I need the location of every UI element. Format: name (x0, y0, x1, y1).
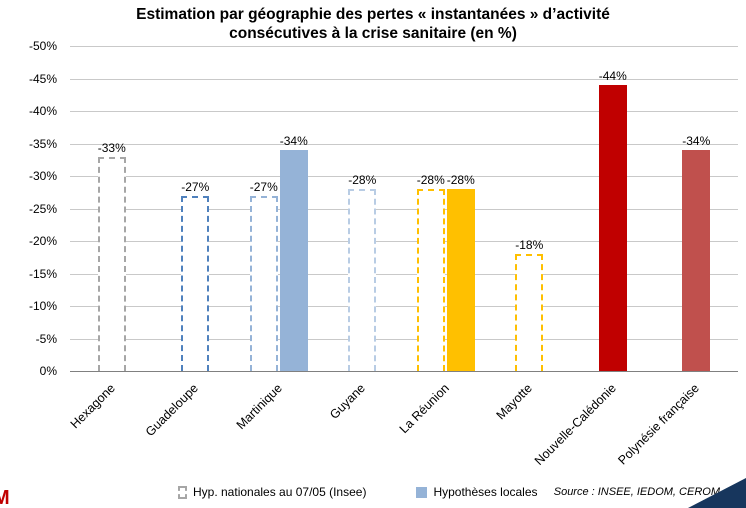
y-tick-label: -50% (28, 39, 57, 53)
y-tick-label: -35% (28, 136, 57, 151)
bar-group: -28% -28% (404, 46, 488, 371)
bar-group: -27% (154, 46, 238, 371)
bar-value-label: -18% (515, 238, 544, 252)
x-axis-label: Mayotte (493, 381, 536, 423)
bar-with-label: -28% (348, 46, 376, 371)
bar-dashed (181, 195, 210, 371)
x-axis-label: Polynésie française (615, 381, 703, 468)
legend: Hyp. nationales au 07/05 (Insee) Hypothès… (178, 485, 538, 499)
bar-value-label: -33% (97, 140, 126, 155)
gridline (70, 46, 738, 47)
bar-group: -28% (321, 46, 405, 371)
bar-solid (598, 85, 627, 371)
bar-with-label: -18% (515, 46, 543, 371)
bar-with-label: -27% (181, 46, 209, 371)
bars-layer: -33% -27% -27% -34% -28% -28% -28% -18% -44% -34% (70, 46, 738, 371)
plot-area: -33% -27% -27% -34% -28% -28% -28% -18% -44% -34%… (67, 46, 738, 468)
legend-label: Hyp. nationales au 07/05 (Insee) (193, 485, 367, 499)
bar-solid (279, 150, 308, 371)
x-axis-label: Martinique (233, 381, 285, 433)
y-tick-label: -30% (28, 169, 57, 183)
legend-label: Hypothèses locales (433, 485, 538, 499)
bar-groups: -33% -27% -27% -34% -28% -28% -28% -18% -44% -34% (70, 46, 738, 371)
gridline (70, 78, 738, 80)
gridline (70, 208, 738, 210)
legend-item: Hypothèses locales (416, 485, 538, 499)
y-tick-label: -20% (28, 234, 57, 248)
x-axis-label: Nouvelle-Calédonie (531, 381, 619, 469)
y-tick-label: -25% (28, 201, 57, 216)
bar-value-label: -28% (416, 173, 445, 187)
bar-group: -44% (571, 46, 655, 371)
bar-with-label: -28% (446, 46, 475, 371)
gridline (70, 273, 738, 275)
bar-solid (446, 189, 475, 371)
y-tick-label: -15% (28, 266, 57, 281)
x-axis-label: Guyane (327, 381, 369, 422)
bar-dashed (348, 189, 377, 371)
gridline (70, 111, 738, 112)
y-tick-label: -45% (28, 71, 57, 86)
bar-with-label: -44% (598, 46, 627, 371)
gridline (70, 306, 738, 307)
y-tick-label: -5% (35, 331, 57, 346)
bar-with-label: -34% (682, 46, 710, 371)
bar-value-label: -27% (181, 179, 210, 194)
bar-dashed (249, 195, 278, 371)
gridline (70, 338, 738, 340)
bar-with-label: -34% (279, 46, 308, 371)
bar-with-label: -33% (97, 46, 126, 371)
gridline (70, 241, 738, 242)
bar-value-label: -28% (348, 173, 377, 187)
corner-triangle (688, 478, 746, 508)
bar-value-label: -34% (279, 134, 308, 148)
x-axis-label: Guadeloupe (143, 381, 202, 440)
bar-group: -27% -34% (237, 46, 321, 371)
y-axis-tick-labels: -50% -45% -40% -35% -30% -25% -20% -15% -10% -5% 0… (0, 39, 64, 378)
chart-title-line1: Estimation par géographie des pertes « i… (136, 6, 610, 23)
bar-value-label: -27% (249, 179, 278, 194)
legend-swatch-dashed (178, 485, 187, 499)
x-axis-label: La Réunion (396, 381, 452, 437)
bar-value-label: -44% (598, 69, 627, 83)
chart-title-line2: consécutives à la crise sanitaire (en %) (229, 25, 517, 43)
bar-group: -18% (488, 46, 572, 371)
bar-value-label: -28% (446, 173, 475, 187)
cerom-logo-fragment: M (0, 487, 10, 508)
bar-group: -34% (655, 46, 739, 371)
gridline (70, 371, 738, 372)
bar-with-label: -28% (416, 46, 445, 371)
bar-dashed (97, 156, 126, 371)
bar-dashed (515, 254, 544, 371)
bar-solid (682, 150, 711, 371)
source-note: Source : INSEE, IEDOM, CEROM (553, 486, 720, 498)
gridline (70, 143, 738, 145)
y-tick-label: 0% (39, 364, 57, 378)
x-axis-label: Hexagone (67, 381, 118, 432)
bar-value-label: -34% (682, 134, 711, 148)
gridline (70, 176, 738, 177)
bar-dashed (416, 189, 445, 371)
gridlines (70, 46, 738, 372)
bar-group: -33% (70, 46, 154, 371)
y-tick-label: -10% (28, 299, 57, 313)
bar-with-label: -27% (249, 46, 278, 371)
y-tick-label: -40% (28, 104, 57, 118)
chart-title: Estimation par géographie des pertes « i… (0, 5, 746, 44)
legend-item: Hyp. nationales au 07/05 (Insee) (178, 485, 366, 499)
legend-swatch-solid (416, 486, 428, 498)
